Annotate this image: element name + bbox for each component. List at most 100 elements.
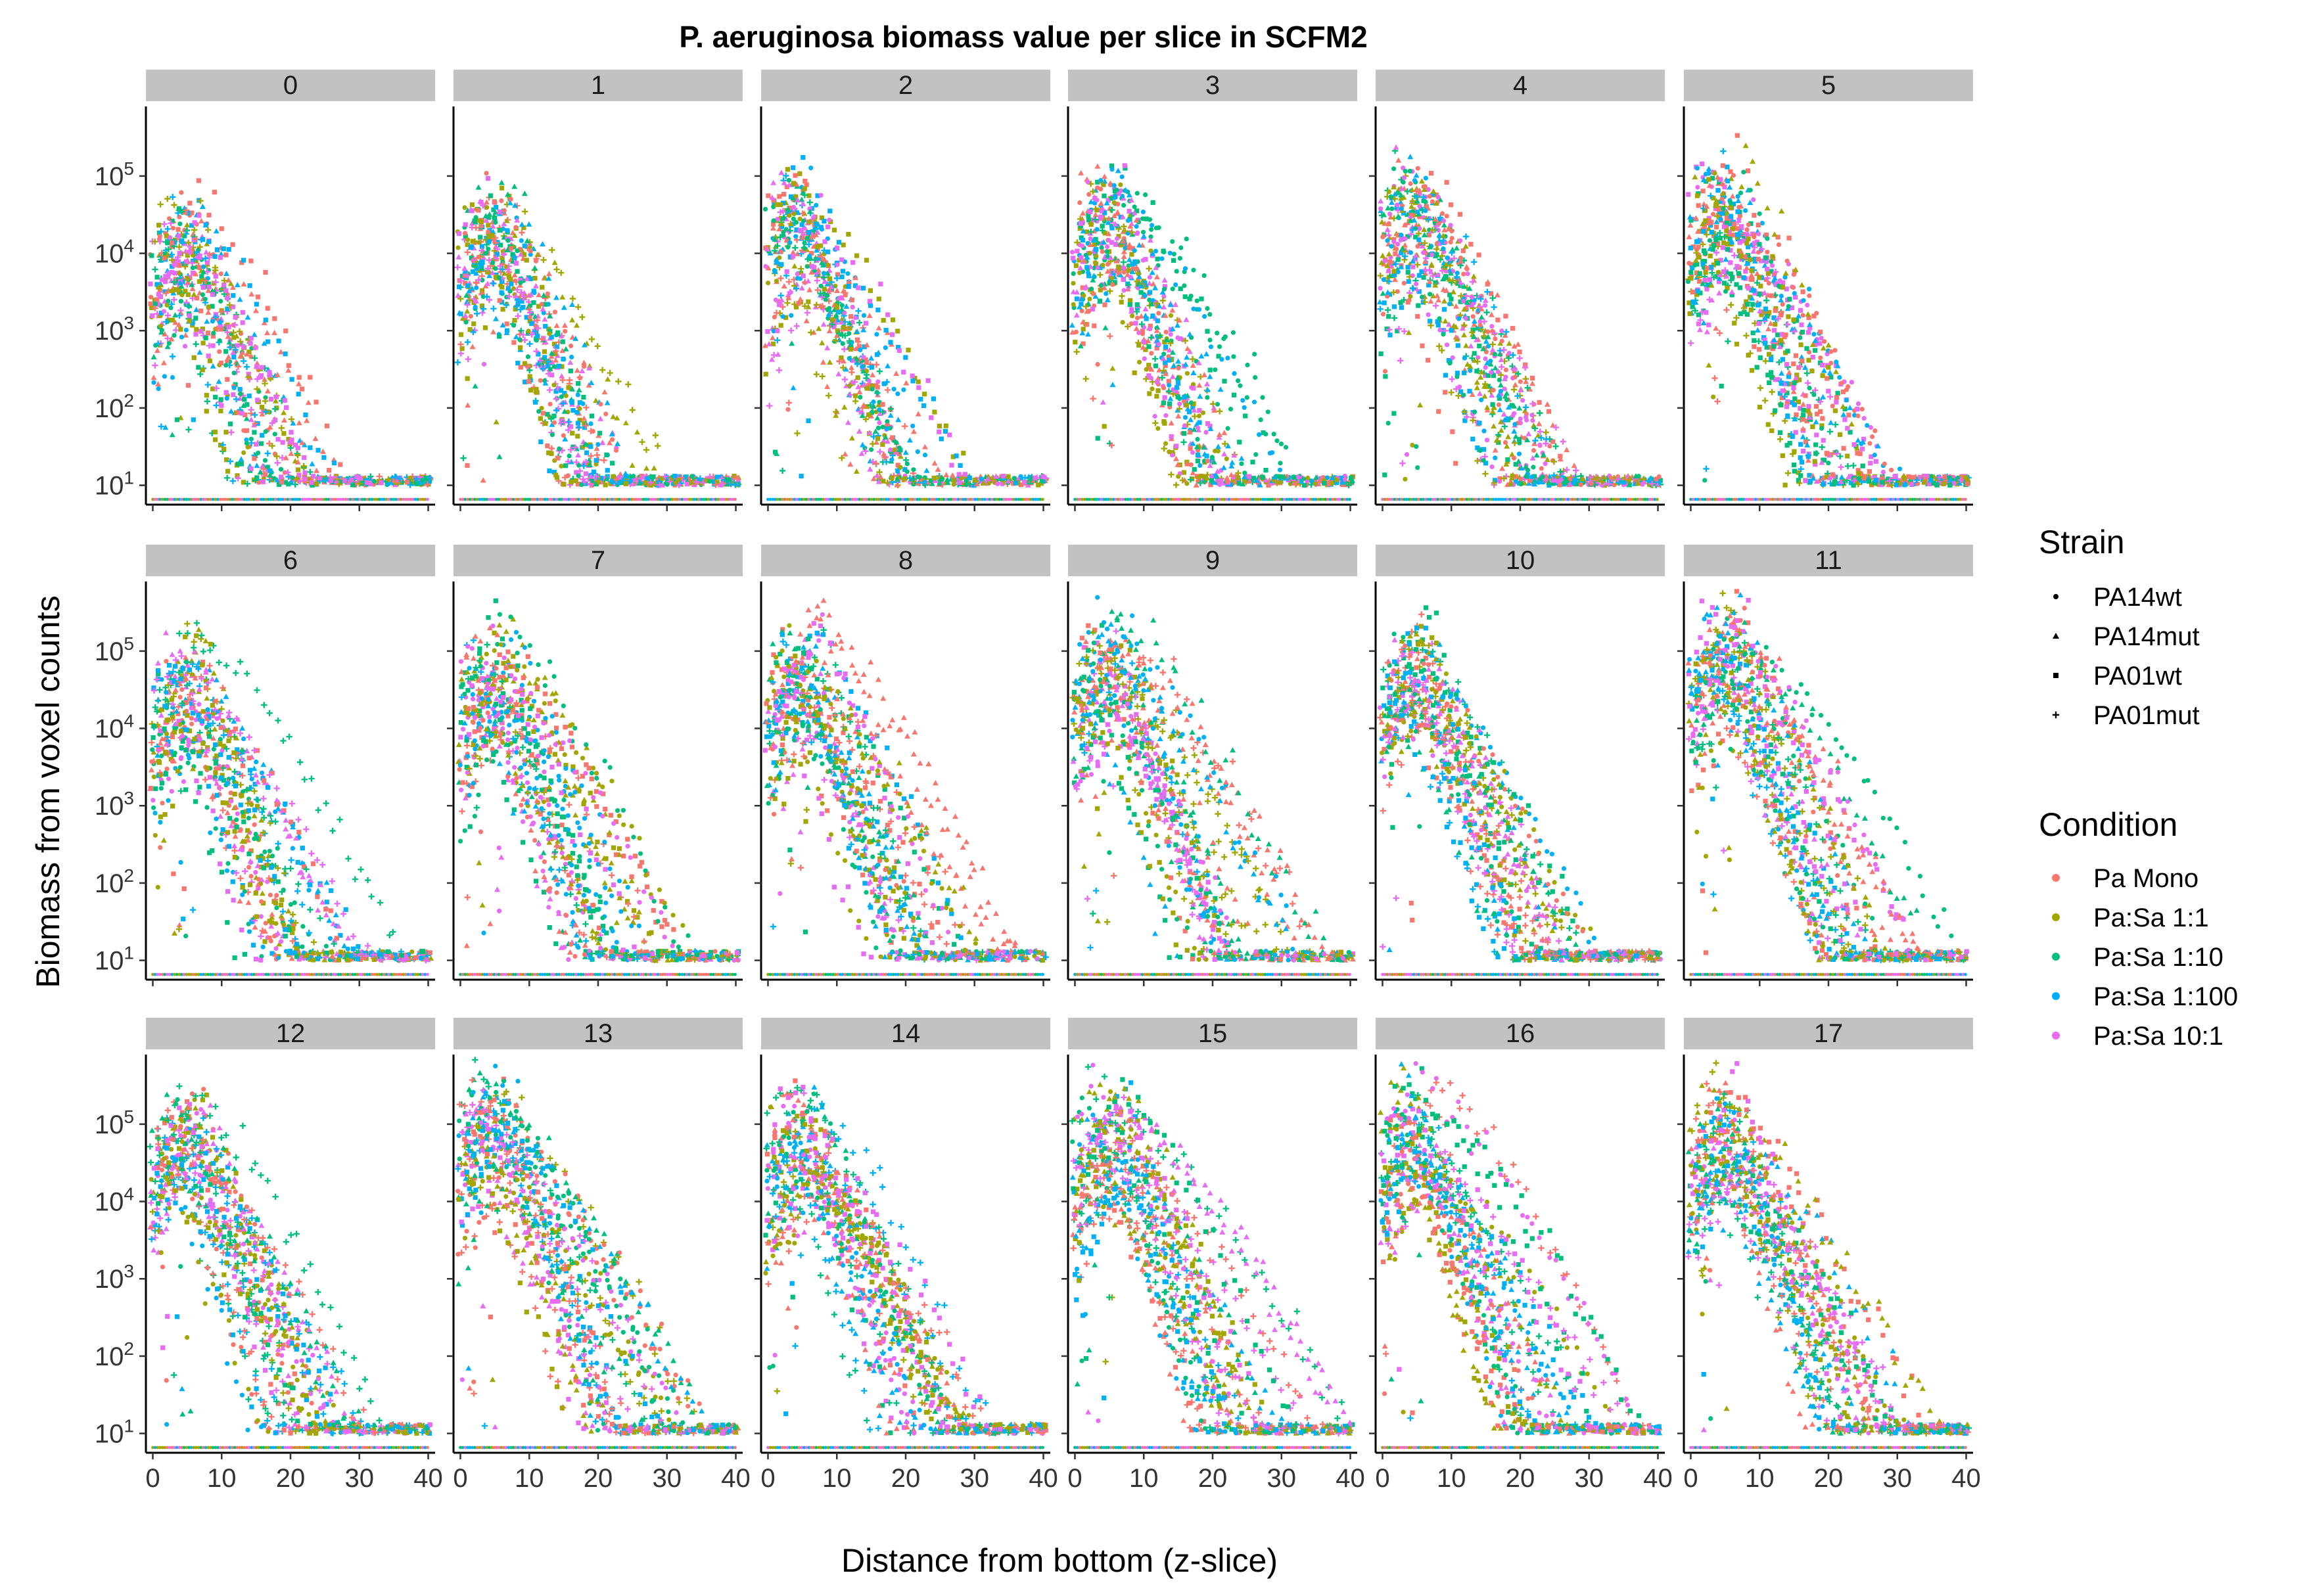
x-tick-label: 30 bbox=[653, 1464, 682, 1493]
strain-legend-item: PA01mut bbox=[2053, 701, 2200, 730]
y-tick-label: 101 bbox=[95, 943, 134, 976]
data-points bbox=[1069, 163, 1355, 501]
y-tick-label: 104 bbox=[95, 1184, 134, 1217]
facet-label: 9 bbox=[1205, 546, 1220, 575]
facet-panel-14: 140 10 20 30 40 bbox=[755, 1018, 1058, 1493]
x-tick-label: 10 bbox=[1129, 1464, 1159, 1493]
data-points bbox=[455, 599, 741, 976]
x-tick-label: 0 bbox=[1067, 1464, 1082, 1493]
x-tick-label: 20 bbox=[891, 1464, 921, 1493]
x-tick-label: 40 bbox=[413, 1464, 443, 1493]
y-tick-label: 105 bbox=[95, 1106, 134, 1139]
y-tick-label: 105 bbox=[95, 158, 134, 191]
x-tick-label: 0 bbox=[1683, 1464, 1698, 1493]
condition-legend-title: Condition bbox=[2039, 806, 2177, 843]
condition-legend-item: Pa Mono bbox=[2052, 864, 2198, 893]
facet-label: 14 bbox=[891, 1019, 921, 1048]
data-points bbox=[147, 620, 434, 976]
x-tick-label: 30 bbox=[1883, 1464, 1913, 1493]
x-tick-label: 30 bbox=[345, 1464, 375, 1493]
data-points bbox=[762, 155, 1050, 501]
x-tick-label: 10 bbox=[207, 1464, 237, 1493]
x-tick-label: 40 bbox=[1951, 1464, 1981, 1493]
data-points bbox=[1685, 133, 1972, 501]
condition-legend-label: Pa:Sa 1:1 bbox=[2093, 903, 2209, 932]
x-tick-label: 10 bbox=[1437, 1464, 1466, 1493]
facet-panel-2: 2 bbox=[755, 70, 1050, 511]
facet-label: 6 bbox=[283, 546, 298, 575]
y-tick-label: 101 bbox=[95, 468, 134, 501]
y-tick-label: 104 bbox=[95, 711, 134, 744]
data-points bbox=[1378, 1061, 1662, 1449]
y-tick-label: 103 bbox=[95, 788, 134, 821]
facet-label: 4 bbox=[1513, 71, 1527, 100]
facet-label: 12 bbox=[276, 1019, 306, 1048]
x-tick-label: 20 bbox=[276, 1464, 306, 1493]
y-tick-label: 102 bbox=[95, 1338, 134, 1371]
strain-legend-title: Strain bbox=[2039, 524, 2125, 560]
facet-panel-1: 1 bbox=[447, 70, 743, 511]
facet-label: 2 bbox=[898, 71, 913, 100]
y-axis-title: Biomass from voxel counts bbox=[30, 595, 66, 988]
facet-label: 11 bbox=[1815, 546, 1842, 575]
facet-label: 7 bbox=[591, 546, 605, 575]
data-points bbox=[762, 597, 1049, 976]
x-tick-label: 30 bbox=[1575, 1464, 1604, 1493]
chart-title: P. aeruginosa biomass value per slice in… bbox=[679, 20, 1367, 54]
x-tick-label: 40 bbox=[1029, 1464, 1058, 1493]
y-tick-label: 103 bbox=[95, 1261, 134, 1294]
condition-legend-label: Pa:Sa 1:10 bbox=[2093, 943, 2223, 972]
x-tick-label: 20 bbox=[1814, 1464, 1844, 1493]
x-tick-label: 10 bbox=[822, 1464, 852, 1493]
facet-panel-16: 160 10 20 30 40 bbox=[1369, 1018, 1673, 1493]
facet-panel-11: 11 bbox=[1677, 545, 1973, 986]
x-tick-label: 0 bbox=[1375, 1464, 1389, 1493]
data-points bbox=[1069, 1063, 1355, 1449]
facet-panel-8: 8 bbox=[755, 545, 1050, 986]
data-points bbox=[455, 1057, 741, 1449]
data-points bbox=[148, 178, 434, 501]
facet-label: 13 bbox=[584, 1019, 613, 1048]
x-tick-label: 40 bbox=[1643, 1464, 1673, 1493]
condition-legend-item: Pa:Sa 10:1 bbox=[2052, 1022, 2223, 1051]
data-points bbox=[455, 171, 742, 501]
x-tick-label: 0 bbox=[453, 1464, 467, 1493]
strain-legend-label: PA01mut bbox=[2093, 701, 2200, 730]
facet-panel-4: 4 bbox=[1369, 70, 1665, 511]
x-tick-label: 0 bbox=[760, 1464, 775, 1493]
facet-label: 15 bbox=[1198, 1019, 1228, 1048]
x-tick-label: 0 bbox=[145, 1464, 160, 1493]
x-tick-label: 10 bbox=[1745, 1464, 1775, 1493]
facet-label: 10 bbox=[1506, 546, 1535, 575]
data-points bbox=[1685, 1060, 1972, 1449]
x-tick-label: 40 bbox=[721, 1464, 751, 1493]
facet-label: 1 bbox=[591, 71, 605, 100]
strain-legend-item: PA14wt bbox=[2053, 583, 2182, 612]
strain-legend-label: PA14wt bbox=[2093, 583, 2182, 612]
data-points bbox=[1069, 595, 1355, 976]
x-tick-label: 20 bbox=[584, 1464, 613, 1493]
facet-panel-12: 12 101 102 103 104 105 0 10 20 30 40 bbox=[95, 1018, 443, 1493]
strain-legend-label: PA14mut bbox=[2093, 622, 2200, 651]
condition-legend-label: Pa Mono bbox=[2093, 864, 2198, 893]
strain-legend-item: PA14mut bbox=[2053, 622, 2200, 651]
facet-panel-15: 150 10 20 30 40 bbox=[1061, 1018, 1365, 1493]
condition-legend-item: Pa:Sa 1:10 bbox=[2052, 943, 2223, 972]
y-tick-label: 101 bbox=[95, 1416, 134, 1449]
x-axis-title: Distance from bottom (z-slice) bbox=[841, 1542, 1278, 1579]
facet-label: 17 bbox=[1814, 1019, 1844, 1048]
data-points bbox=[1377, 605, 1663, 976]
facet-panel-17: 17 0 10 20 30 40 bbox=[1677, 1018, 1981, 1493]
facet-label: 16 bbox=[1506, 1019, 1535, 1048]
data-points bbox=[763, 1078, 1048, 1449]
data-points bbox=[1377, 145, 1663, 501]
facet-panel-5: 5 bbox=[1677, 70, 1973, 511]
facet-label: 0 bbox=[283, 71, 298, 100]
data-points bbox=[1685, 589, 1969, 976]
